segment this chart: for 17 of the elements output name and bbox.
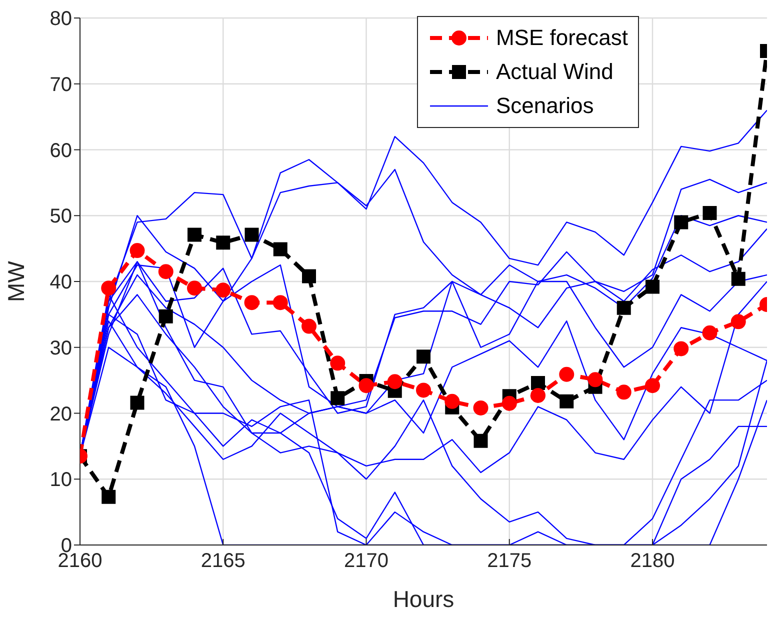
x-axis-title: Hours [392,586,454,612]
x-tick-label: 2175 [487,550,532,572]
y-tick-label: 70 [50,74,72,96]
x-tick-label: 2170 [344,550,388,572]
y-tick-label: 40 [50,272,72,294]
x-tick-label: 2180 [630,550,675,572]
y-tick-label: 60 [50,140,72,162]
y-tick-label: 50 [50,206,72,228]
y-tick-label: 20 [50,403,72,426]
x-tick-label: 2165 [200,550,246,572]
legend-label: Actual Wind [496,59,614,85]
legend-label: MSE forecast [496,25,628,51]
y-tick-label: 80 [50,8,72,30]
y-tick-label: 10 [50,469,72,492]
y-tick-label: 30 [50,337,72,360]
y-axis-title: MW [3,260,30,302]
legend-label: Scenarios [496,93,594,119]
